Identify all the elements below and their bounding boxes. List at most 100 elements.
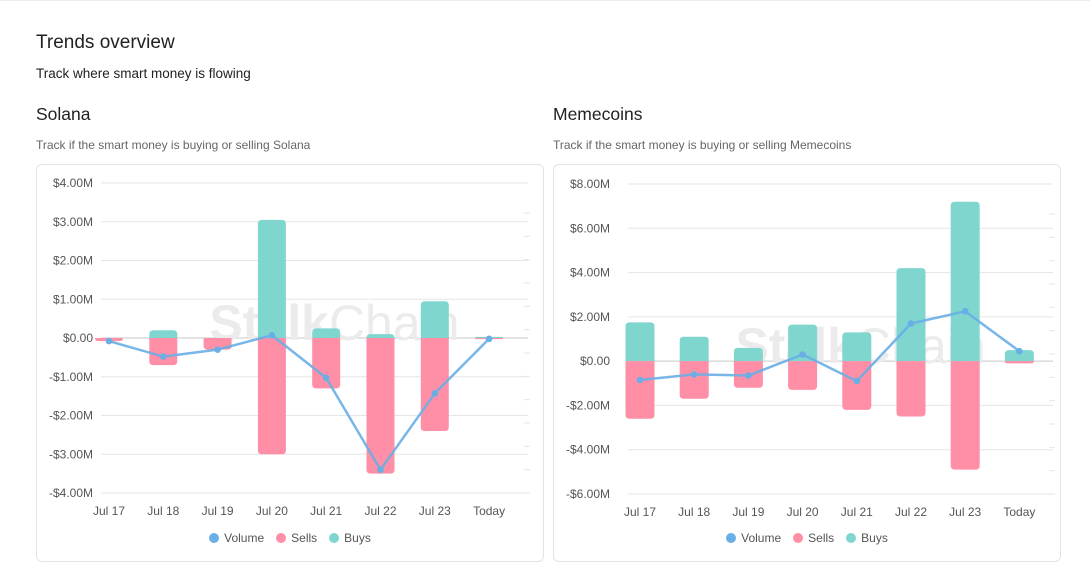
sell-bar (788, 361, 818, 390)
buy-bar (896, 268, 926, 362)
x-tick-label: Jul 19 (202, 504, 234, 518)
volume-point (431, 390, 439, 397)
solana-title: Solana (36, 104, 91, 124)
memecoins-chart-card: StalkChain$8.00M$6.00M$4.00M$2.00M$0.00-… (553, 164, 1061, 562)
memecoins-description: Track if the smart money is buying or se… (553, 138, 852, 152)
y-tick-label: $2.00M (53, 254, 93, 268)
legend-volume[interactable]: Volume (726, 531, 781, 545)
buy-bar (788, 324, 818, 362)
buy-bar (312, 328, 341, 338)
volume-point (799, 351, 806, 358)
x-tick-label: Jul 23 (949, 505, 981, 519)
y-tick-label: $0.00 (580, 354, 610, 368)
volume-point (907, 320, 915, 327)
buy-bar (420, 301, 449, 338)
y-tick-label: -$6.00M (566, 487, 610, 501)
volume-point (853, 377, 861, 385)
buy-bar (149, 330, 178, 338)
x-tick-label: Jul 22 (364, 504, 396, 518)
x-tick-label: Today (1003, 505, 1035, 519)
volume-point (377, 466, 384, 474)
legend-buys-label: Buys (344, 531, 371, 545)
memecoins-title: Memecoins (553, 104, 643, 124)
sell-bar (366, 338, 395, 474)
sell-bar (257, 338, 286, 455)
legend-buys[interactable]: Buys (329, 531, 371, 545)
volume-swatch (726, 533, 737, 543)
legend-sells-label: Sells (291, 531, 318, 545)
volume-point (105, 337, 113, 345)
y-tick-label: $2.00M (570, 310, 610, 324)
legend-volume[interactable]: Volume (209, 531, 264, 545)
volume-point (961, 308, 969, 315)
sell-bar (312, 338, 341, 389)
sell-bar (149, 338, 178, 366)
buy-bar (842, 332, 872, 362)
legend-buys-label: Buys (861, 531, 888, 545)
sell-bar (420, 338, 449, 431)
y-tick-label: -$3.00M (49, 447, 93, 461)
memecoins-section: Memecoins Track if the smart money is bu… (553, 104, 1063, 152)
solana-chart-card: StalkChain$4.00M$3.00M$2.00M$1.00M$0.00-… (36, 164, 544, 562)
legend-buys[interactable]: Buys (846, 531, 888, 545)
x-tick-label: Jul 22 (895, 505, 927, 519)
y-tick-label: $3.00M (53, 215, 93, 229)
volume-point (636, 376, 644, 384)
page-title: Trends overview (36, 32, 175, 53)
x-tick-label: Jul 18 (147, 504, 179, 518)
sell-bar (896, 361, 926, 417)
x-tick-label: Jul 21 (841, 505, 873, 519)
sells-swatch (276, 533, 287, 543)
sell-bar (842, 361, 872, 410)
volume-point (485, 335, 493, 343)
x-tick-label: Jul 17 (624, 505, 656, 519)
volume-swatch (209, 533, 220, 543)
legend-volume-label: Volume (741, 531, 782, 545)
buy-bar (625, 322, 655, 362)
solana-legend: Volume Sells Buys (37, 531, 543, 545)
sell-bar (679, 361, 709, 399)
buys-swatch (329, 533, 340, 543)
memecoins-chart: StalkChain$8.00M$6.00M$4.00M$2.00M$0.00-… (566, 177, 1055, 519)
x-tick-label: Jul 21 (310, 504, 342, 518)
volume-point (1016, 347, 1023, 355)
solana-chart: StalkChain$4.00M$3.00M$2.00M$1.00M$0.00-… (49, 176, 530, 518)
legend-volume-label: Volume (224, 531, 265, 545)
y-tick-label: $4.00M (53, 176, 93, 190)
x-tick-label: Jul 18 (678, 505, 710, 519)
volume-point (322, 374, 330, 382)
legend-sells[interactable]: Sells (793, 531, 834, 545)
volume-point (268, 331, 276, 339)
buy-bar (366, 334, 395, 338)
solana-description: Track if the smart money is buying or se… (36, 138, 311, 152)
solana-section: Solana Track if the smart money is buyin… (36, 104, 546, 152)
volume-point (160, 353, 167, 360)
sell-bar (1004, 361, 1034, 364)
x-tick-label: Jul 17 (93, 504, 125, 518)
buy-bar (679, 336, 709, 362)
y-tick-label: -$2.00M (566, 398, 610, 412)
sell-bar (950, 361, 980, 470)
buys-swatch (846, 533, 857, 543)
y-tick-label: $0.00 (63, 331, 93, 345)
x-tick-label: Jul 23 (419, 504, 451, 518)
y-tick-label: -$4.00M (49, 486, 93, 500)
buy-bar (733, 347, 763, 362)
volume-point (214, 346, 221, 353)
y-tick-label: -$2.00M (49, 409, 93, 423)
legend-sells[interactable]: Sells (276, 531, 317, 545)
volume-line (639, 310, 1021, 383)
legend-sells-label: Sells (808, 531, 835, 545)
volume-point (690, 371, 698, 378)
volume-point (745, 372, 752, 379)
buy-bar (257, 219, 286, 338)
volume-line (108, 334, 490, 471)
top-divider (0, 0, 1090, 1)
page-subtitle: Track where smart money is flowing (36, 66, 251, 81)
buy-bar (950, 201, 980, 362)
sell-bar (625, 361, 655, 419)
y-tick-label: -$4.00M (566, 443, 610, 457)
buy-bar (1004, 350, 1034, 362)
x-tick-label: Today (473, 504, 505, 518)
x-tick-label: Jul 20 (256, 504, 288, 518)
